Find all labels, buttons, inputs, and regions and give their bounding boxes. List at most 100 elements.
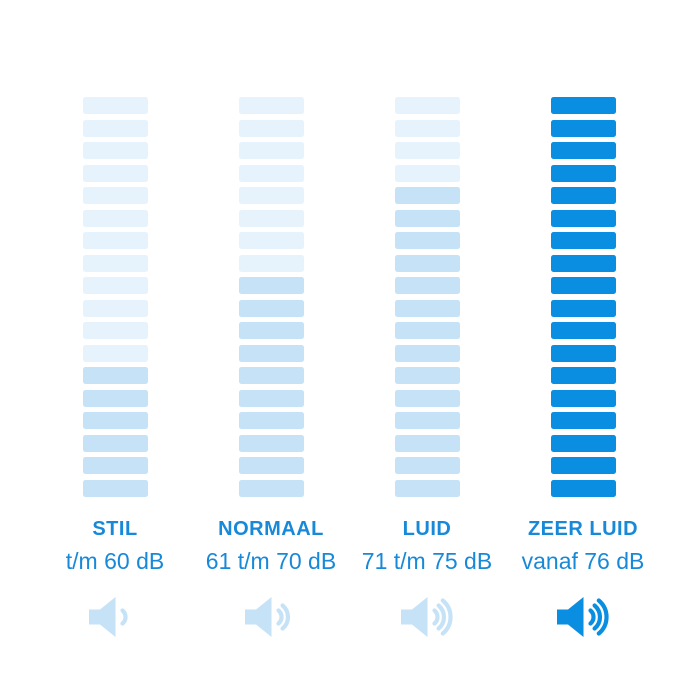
sound-wave-arc <box>588 607 596 626</box>
volume-bar-light <box>82 209 148 227</box>
sound-wave-arc <box>120 607 128 626</box>
volume-bar-light <box>394 119 460 137</box>
level-range: t/m 60 dB <box>65 547 165 574</box>
volume-bar-dark <box>550 97 616 114</box>
volume-bar-light <box>82 97 148 114</box>
volume-bar-medium <box>394 277 460 294</box>
volume-bar-medium <box>394 479 460 497</box>
bar-stack <box>550 97 616 497</box>
volume-bar-light <box>394 97 460 114</box>
volume-bar-dark <box>550 209 616 227</box>
level-range: vanaf 76 dB <box>521 547 645 574</box>
bar-stack <box>82 97 148 497</box>
volume-bar-medium <box>238 344 304 362</box>
volume-bar-light <box>82 299 148 317</box>
volume-bar-medium <box>394 344 460 362</box>
speaker-body <box>245 596 272 637</box>
volume-bar-light <box>394 142 460 159</box>
volume-bar-light <box>238 142 304 159</box>
volume-bar-medium <box>238 434 304 452</box>
sound-wave-arc <box>596 597 609 636</box>
volume-bar-medium <box>394 412 460 429</box>
volume-bar-medium <box>394 457 460 474</box>
volume-bar-light <box>238 119 304 137</box>
volume-bar-light <box>238 187 304 204</box>
volume-bar-light <box>82 277 148 294</box>
columns-row: STIL t/m 60 dB NORMAAL 61 t/m 70 dB LUID… <box>37 97 661 639</box>
volume-bar-medium <box>238 277 304 294</box>
level-label: ZEER LUID <box>527 517 639 540</box>
speaker-body <box>89 596 116 637</box>
volume-bar-dark <box>550 299 616 317</box>
level-label: NORMAAL <box>218 517 324 540</box>
sound-wave-arc <box>440 597 453 636</box>
volume-bar-medium <box>82 434 148 452</box>
sound-wave-arc <box>592 602 602 631</box>
volume-bar-dark <box>550 367 616 384</box>
volume-bar-light <box>82 119 148 137</box>
volume-bar-medium <box>238 322 304 339</box>
volume-bar-medium <box>82 412 148 429</box>
volume-bar-medium <box>82 457 148 474</box>
volume-bar-medium <box>394 389 460 407</box>
volume-bar-medium <box>82 367 148 384</box>
volume-bar-light <box>82 232 148 249</box>
volume-bar-light <box>82 344 148 362</box>
speaker-icon-normaal <box>242 595 300 639</box>
volume-bar-medium <box>394 254 460 272</box>
bar-stack <box>394 97 460 497</box>
volume-bar-dark <box>550 119 616 137</box>
volume-bar-medium <box>238 412 304 429</box>
speaker-glyph <box>557 596 609 637</box>
volume-bar-medium <box>394 232 460 249</box>
speaker-icon-stil <box>86 595 144 639</box>
column-normaal: NORMAAL 61 t/m 70 dB <box>193 97 349 639</box>
volume-bar-medium <box>394 299 460 317</box>
volume-bar-medium <box>82 479 148 497</box>
level-label: LUID <box>402 517 452 540</box>
volume-bar-medium <box>238 457 304 474</box>
column-stil: STIL t/m 60 dB <box>37 97 193 639</box>
column-luid: LUID 71 t/m 75 dB <box>349 97 505 639</box>
bar-stack <box>238 97 304 497</box>
volume-bar-medium <box>394 434 460 452</box>
volume-bar-light <box>82 164 148 182</box>
speaker-icon-zeer-luid <box>554 595 612 639</box>
volume-bar-light <box>394 164 460 182</box>
level-range: 61 t/m 70 dB <box>205 547 337 574</box>
volume-bar-dark <box>550 277 616 294</box>
volume-bar-dark <box>550 232 616 249</box>
column-zeer-luid: ZEER LUID vanaf 76 dB <box>505 97 661 639</box>
volume-bar-medium <box>238 479 304 497</box>
volume-bar-medium <box>238 367 304 384</box>
volume-bar-dark <box>550 457 616 474</box>
speaker-glyph <box>245 596 290 637</box>
volume-bar-medium <box>394 209 460 227</box>
volume-bar-dark <box>550 142 616 159</box>
volume-bar-medium <box>394 367 460 384</box>
volume-bar-dark <box>550 389 616 407</box>
volume-bar-dark <box>550 254 616 272</box>
volume-bar-light <box>238 97 304 114</box>
volume-bar-dark <box>550 479 616 497</box>
sound-wave-arc <box>276 607 284 626</box>
speaker-glyph <box>401 596 453 637</box>
speaker-body <box>401 596 428 637</box>
volume-bar-light <box>82 254 148 272</box>
speaker-body <box>557 596 584 637</box>
volume-bar-medium <box>82 389 148 407</box>
level-range: 71 t/m 75 dB <box>361 547 493 574</box>
volume-bar-light <box>82 322 148 339</box>
volume-bar-dark <box>550 187 616 204</box>
sound-wave-arc <box>432 607 440 626</box>
volume-bar-dark <box>550 322 616 339</box>
volume-bar-medium <box>394 187 460 204</box>
volume-bar-light <box>238 209 304 227</box>
volume-bar-dark <box>550 344 616 362</box>
volume-bar-medium <box>394 322 460 339</box>
speaker-glyph <box>89 596 128 637</box>
volume-bar-light <box>238 164 304 182</box>
volume-bar-dark <box>550 434 616 452</box>
level-label: STIL <box>92 517 138 540</box>
